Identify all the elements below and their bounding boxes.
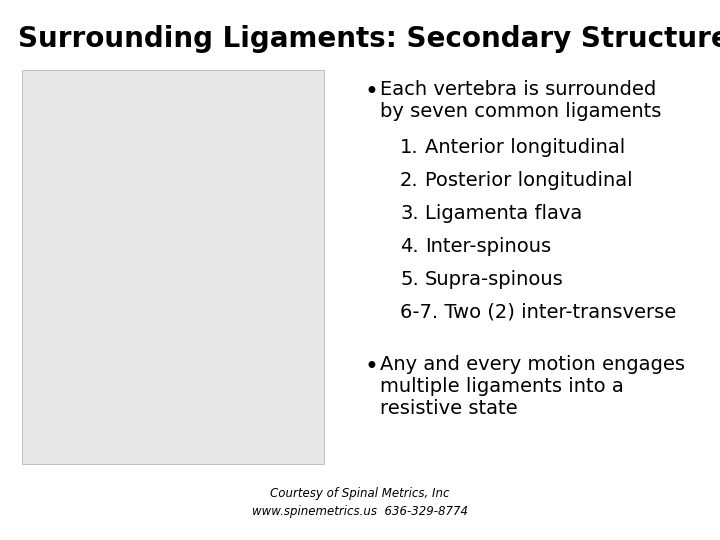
Text: 3.: 3. [400, 204, 418, 223]
Text: 6-7. Two (2) inter-transverse: 6-7. Two (2) inter-transverse [400, 303, 676, 322]
Text: resistive state: resistive state [380, 399, 518, 418]
Text: by seven common ligaments: by seven common ligaments [380, 102, 662, 121]
Text: 5.: 5. [400, 270, 419, 289]
Text: Surrounding Ligaments: Secondary Structures: Surrounding Ligaments: Secondary Structu… [18, 25, 720, 53]
Text: multiple ligaments into a: multiple ligaments into a [380, 377, 624, 396]
Text: •: • [365, 355, 379, 379]
Text: •: • [365, 80, 379, 104]
Text: 4.: 4. [400, 237, 418, 256]
Text: Courtesy of Spinal Metrics, Inc
www.spinemetrics.us  636-329-8774: Courtesy of Spinal Metrics, Inc www.spin… [252, 487, 468, 518]
Text: Any and every motion engages: Any and every motion engages [380, 355, 685, 374]
Text: Each vertebra is surrounded: Each vertebra is surrounded [380, 80, 656, 99]
Text: Posterior longitudinal: Posterior longitudinal [425, 171, 633, 190]
Text: Inter-spinous: Inter-spinous [425, 237, 551, 256]
Text: 2.: 2. [400, 171, 418, 190]
Text: 1.: 1. [400, 138, 418, 157]
Text: Ligamenta flava: Ligamenta flava [425, 204, 582, 223]
Text: Anterior longitudinal: Anterior longitudinal [425, 138, 625, 157]
Bar [22, 70, 324, 464]
Text: Supra-spinous: Supra-spinous [425, 270, 564, 289]
